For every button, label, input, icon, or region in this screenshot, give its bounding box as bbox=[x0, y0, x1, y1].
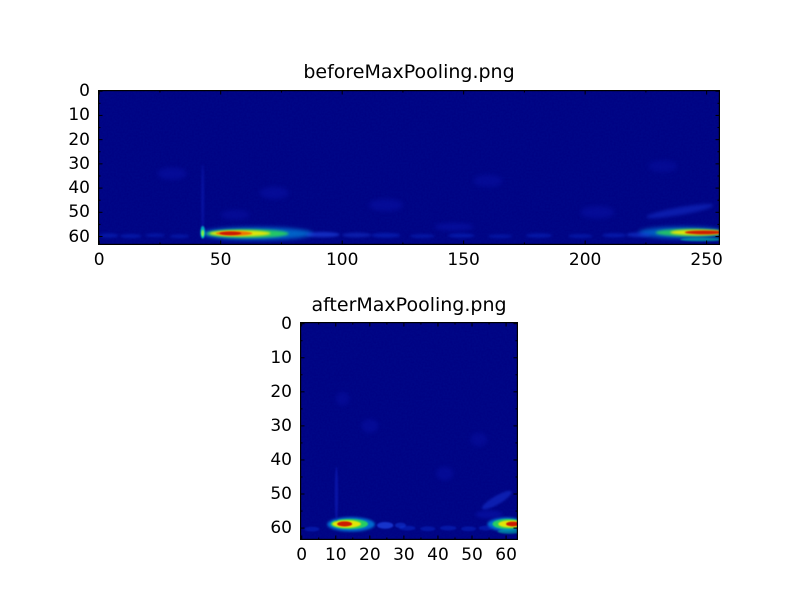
heat-spot bbox=[481, 490, 512, 510]
y-tick-label: 0 bbox=[79, 81, 90, 102]
x-tick-label: 20 bbox=[359, 545, 381, 565]
heat-spot bbox=[679, 237, 720, 242]
heat-spot bbox=[478, 525, 493, 531]
heat-spot bbox=[461, 526, 477, 532]
heatmap-image-after bbox=[300, 322, 518, 540]
heat-spot bbox=[602, 233, 627, 238]
heat-spot bbox=[420, 526, 436, 532]
heat-spot bbox=[434, 223, 474, 231]
y-tick-label: 20 bbox=[270, 381, 292, 402]
heat-spot bbox=[436, 466, 454, 481]
y-tick-label: 50 bbox=[270, 484, 292, 505]
heat-spot bbox=[201, 229, 205, 237]
heat-spot bbox=[157, 167, 187, 180]
y-tick-label: 0 bbox=[281, 313, 292, 334]
heat-spot bbox=[487, 234, 513, 239]
x-tick-label: 250 bbox=[690, 250, 723, 270]
y-tick-label: 20 bbox=[68, 129, 90, 150]
heat-spot bbox=[646, 204, 714, 219]
heat-spot bbox=[470, 432, 488, 447]
heat-spot bbox=[220, 209, 250, 220]
heat-spot bbox=[439, 525, 457, 531]
y-tick-label: 50 bbox=[68, 202, 90, 223]
x-tick-label: 100 bbox=[325, 250, 359, 270]
y-tick-label: 40 bbox=[270, 449, 292, 470]
heat-spot bbox=[684, 230, 720, 235]
heat-spot bbox=[395, 522, 406, 529]
y-tick-label: 40 bbox=[68, 178, 90, 199]
heat-spot bbox=[99, 233, 119, 238]
x-tick-label: 30 bbox=[393, 545, 415, 565]
heat-spot bbox=[361, 419, 379, 433]
x-tick-label: 0 bbox=[296, 545, 308, 565]
axes-frame bbox=[300, 322, 518, 540]
heat-spot bbox=[342, 232, 372, 238]
heatmap-image-before bbox=[98, 90, 720, 245]
subplot-after-title: afterMaxPooling.png bbox=[311, 294, 507, 316]
heat-spot bbox=[568, 233, 593, 239]
heat-spot bbox=[525, 233, 553, 238]
y-tick-label: 60 bbox=[270, 518, 292, 539]
heat-spot bbox=[334, 466, 339, 522]
y-tick-label: 10 bbox=[68, 105, 90, 126]
heat-spot bbox=[580, 206, 615, 219]
heat-spot bbox=[648, 160, 678, 173]
subplot-before-title: beforeMaxPooling.png bbox=[303, 61, 515, 83]
x-tick-label: 200 bbox=[568, 250, 602, 270]
axes-frame bbox=[98, 90, 720, 245]
y-tick-label: 30 bbox=[270, 415, 292, 436]
heat-spot bbox=[368, 198, 403, 212]
x-tick-label: 60 bbox=[495, 545, 517, 565]
heat-spot bbox=[626, 232, 651, 238]
noise-texture bbox=[98, 90, 720, 245]
heat-spot bbox=[497, 529, 518, 534]
heat-spot bbox=[304, 526, 320, 532]
heat-spot bbox=[410, 233, 435, 239]
y-tick-label: 30 bbox=[68, 153, 90, 174]
y-tick-label: 60 bbox=[68, 226, 90, 247]
heat-spot bbox=[335, 391, 350, 406]
heat-spot bbox=[473, 174, 503, 187]
x-tick-label: 40 bbox=[427, 545, 449, 565]
heat-spot bbox=[376, 521, 394, 529]
y-tick-label: 10 bbox=[270, 347, 292, 368]
x-tick-label: 0 bbox=[93, 250, 105, 270]
x-tick-label: 50 bbox=[461, 545, 483, 565]
heat-spot bbox=[145, 233, 165, 238]
x-tick-label: 10 bbox=[324, 545, 347, 565]
heat-spot bbox=[475, 510, 503, 519]
heat-spot bbox=[305, 231, 340, 238]
heat-spot bbox=[337, 521, 353, 527]
heat-spot bbox=[201, 163, 205, 232]
heat-spot bbox=[447, 233, 475, 238]
heat-spot bbox=[219, 231, 242, 236]
heat-spot bbox=[371, 233, 401, 238]
x-tick-label: 150 bbox=[447, 250, 480, 270]
heat-spot bbox=[506, 521, 518, 527]
heat-spot bbox=[169, 234, 190, 239]
heat-spot bbox=[119, 233, 142, 239]
heat-spot bbox=[259, 186, 289, 199]
x-tick-label: 50 bbox=[209, 250, 232, 270]
